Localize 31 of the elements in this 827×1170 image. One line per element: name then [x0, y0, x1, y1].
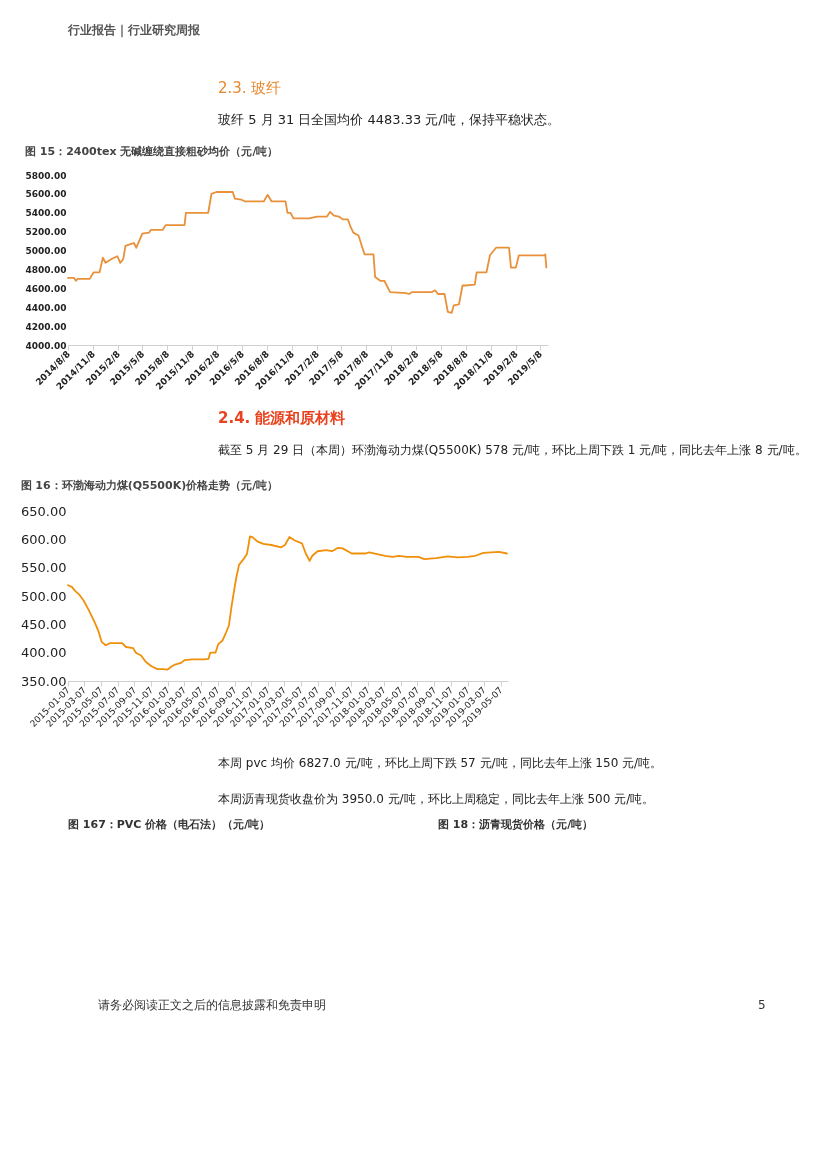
y-tick-label: 4400.00 [25, 302, 67, 313]
y-tick-label: 5200.00 [25, 227, 67, 238]
text: 请务必阅读正文之后的信息披露和免责申明 [98, 998, 326, 1012]
y-tick-label: 5600.00 [25, 189, 67, 200]
y-tick-label: 650.00 [21, 503, 67, 519]
caption: 图 167：PVC 价格（电石法）（元/吨） [68, 818, 271, 831]
text: 5 [758, 998, 766, 1012]
y-tick-label: 400.00 [21, 645, 67, 661]
chart-title: 图 15：2400tex 无碱缠绕直接粗砂均价（元/吨） [25, 145, 279, 158]
y-tick-label: 500.00 [21, 588, 67, 604]
y-tick-label: 4200.00 [25, 321, 67, 332]
text: 2.4. 能源和原材料 [218, 409, 346, 427]
text: 截至 5 月 29 日（本周）环渤海动力煤(Q5500K) 578 元/吨，环比上周下跌 1 元/吨，同比去年上涨 8 元/吨。 [218, 443, 807, 457]
text: 本周 pvc 均价 6827.0 元/吨，环比上周下跌 57 元/吨，同比去年上涨 150 元/吨。 [218, 756, 663, 770]
y-tick-label: 600.00 [21, 531, 67, 547]
line-series [67, 535, 508, 671]
line-series [67, 191, 548, 314]
y-tick-label: 450.00 [21, 616, 67, 632]
y-tick-label: 5000.00 [25, 246, 67, 257]
text: 本周沥青现货收盘价为 3950.0 元/吨，环比上周稳定，同比去年上涨 500 元/吨。 [218, 792, 655, 806]
y-tick-label: 4800.00 [25, 264, 67, 275]
text: 2.3. 玻纤 [218, 79, 282, 97]
y-tick-label: 550.00 [21, 560, 67, 576]
chart-title: 图 16：环渤海动力煤(Q5500K)价格走势（元/吨） [20, 479, 279, 492]
y-tick-label: 4600.00 [25, 283, 67, 294]
text: 行业报告｜行业研究周报 [67, 23, 201, 38]
caption: 图 18：沥青现货价格（元/吨） [438, 818, 594, 831]
text: 玻纤 5 月 31 日全国均价 4483.33 元/吨，保持平稳状态。 [218, 112, 560, 127]
y-tick-label: 4000.00 [25, 340, 67, 351]
y-tick-label: 5800.00 [25, 170, 67, 181]
y-tick-label: 5400.00 [25, 208, 67, 219]
